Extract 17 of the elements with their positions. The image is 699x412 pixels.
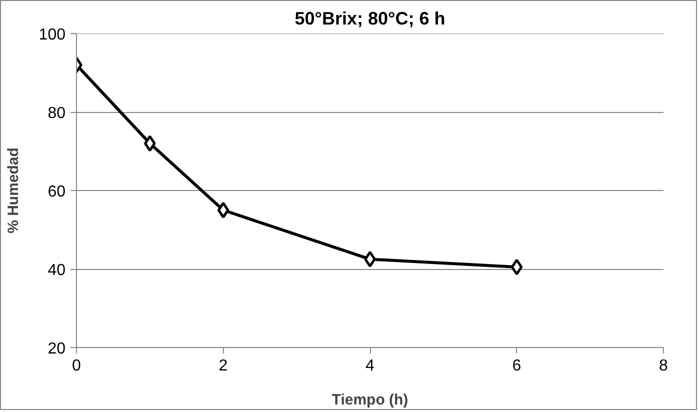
y-tick-label: 20 <box>48 340 66 358</box>
y-axis-title: % Humedad <box>4 148 22 234</box>
x-tick-label: 8 <box>659 358 668 374</box>
x-axis-title: Tiempo (h) <box>332 392 408 408</box>
point <box>217 202 230 218</box>
x-tick-label: 4 <box>366 358 375 374</box>
y-tick-label: 60 <box>48 184 66 200</box>
point <box>364 250 376 268</box>
x-tick-label: 6 <box>512 358 522 374</box>
y-tick-label: 40 <box>48 262 66 279</box>
chart-title: 50°Brix; 80°C; 6 h <box>294 8 446 28</box>
point <box>144 135 156 152</box>
x-tick-label: 0 <box>72 358 82 374</box>
y-tick-label: 80 <box>48 105 66 122</box>
point <box>510 258 523 276</box>
y-tick-label: 100 <box>38 26 66 44</box>
x-tick-label: 2 <box>218 358 228 374</box>
